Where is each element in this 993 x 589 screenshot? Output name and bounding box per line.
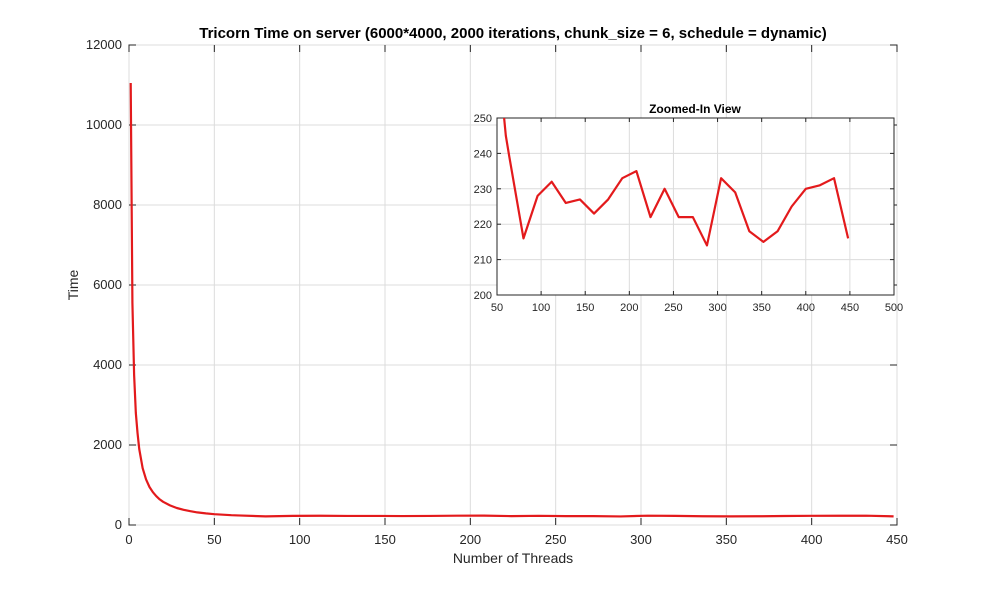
main-x-tick-label: 250 <box>545 532 567 547</box>
inset-x-tick-label: 200 <box>620 302 638 314</box>
inset-x-tick-label: 150 <box>576 302 594 314</box>
main-series-line <box>129 82 894 518</box>
chart-title: Tricorn Time on server (6000*4000, 2000 … <box>199 25 827 42</box>
inset-x-tick-label: 100 <box>532 302 550 314</box>
x-axis-label: Number of Threads <box>453 550 573 566</box>
main-y-tick-label: 12000 <box>86 37 122 52</box>
inset-y-tick-label: 210 <box>474 255 492 267</box>
main-x-tick-label: 450 <box>886 532 908 547</box>
main-x-tick-label: 200 <box>459 532 481 547</box>
inset-y-tick-label: 250 <box>474 113 492 125</box>
main-x-tick-label: 100 <box>289 532 311 547</box>
main-y-tick-label: 10000 <box>86 117 122 132</box>
inset-background <box>497 118 894 295</box>
inset-x-tick-label: 400 <box>797 302 815 314</box>
inset-x-tick-label: 300 <box>708 302 726 314</box>
inset-x-tick-label: 250 <box>664 302 682 314</box>
inset-x-tick-label: 500 <box>885 302 903 314</box>
inset-series-line <box>503 118 850 247</box>
main-y-tick-label: 8000 <box>93 197 122 212</box>
inset-y-tick-label: 230 <box>474 184 492 196</box>
main-x-tick-label: 150 <box>374 532 396 547</box>
inset-x-tick-label: 350 <box>752 302 770 314</box>
main-x-tick-label: 400 <box>801 532 823 547</box>
inset-y-tick-label: 220 <box>474 219 492 231</box>
inset-x-tick-label: 450 <box>841 302 859 314</box>
main-x-tick-label: 350 <box>715 532 737 547</box>
inset-plot-frame <box>496 117 895 296</box>
main-y-tick-label: 6000 <box>93 277 122 292</box>
main-y-tick-label: 2000 <box>93 437 122 452</box>
main-y-tick-label: 4000 <box>93 357 122 372</box>
main-x-tick-label: 50 <box>207 532 221 547</box>
main-y-tick-label: 0 <box>115 517 122 532</box>
inset-y-tick-label: 240 <box>474 148 492 160</box>
inset-title: Zoomed-In View <box>649 102 741 116</box>
inset-x-tick-label: 50 <box>491 302 503 314</box>
main-x-tick-label: 0 <box>125 532 132 547</box>
inset-y-tick-label: 200 <box>474 290 492 302</box>
main-x-tick-label: 300 <box>630 532 652 547</box>
y-axis-label: Time <box>65 269 81 300</box>
